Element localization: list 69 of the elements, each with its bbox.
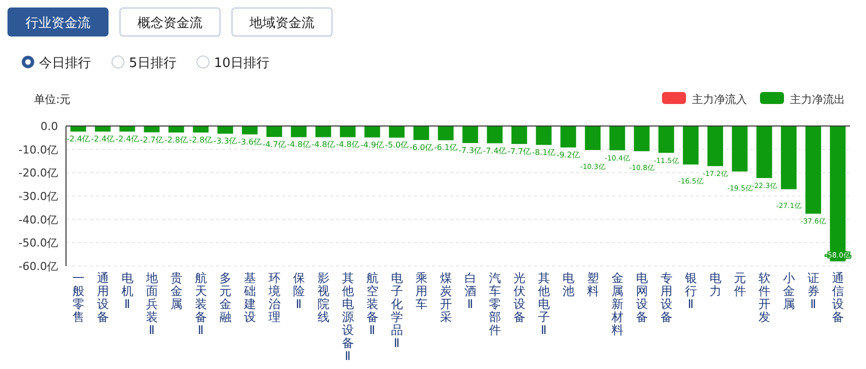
data-label: -6.1亿 <box>434 143 458 152</box>
x-tick-label: 航天装备Ⅱ <box>194 271 207 337</box>
x-tick-label: 影视院线 <box>317 271 330 324</box>
x-tick-label: 通信设备 <box>832 271 844 324</box>
x-tick-label: 银行Ⅱ <box>684 271 697 311</box>
x-tick-label: 多元金融 <box>219 271 232 324</box>
legend-label: 主力净流出 <box>790 93 845 106</box>
x-tick-label: 环境治理 <box>267 271 280 324</box>
x-tick-label: 电池 <box>562 271 574 298</box>
text: 10日排行 <box>214 56 270 71</box>
data-label: -4.9亿 <box>360 140 384 150</box>
data-label: -3.3亿 <box>213 136 238 146</box>
x-tick-label: 电力 <box>709 271 722 298</box>
x-tick-label: 电子化学品Ⅱ <box>390 271 403 350</box>
data-label: -2.4亿 <box>115 134 140 144</box>
y-tick-label: -40.0亿 <box>18 213 58 226</box>
data-label: -4.7亿 <box>262 140 286 149</box>
data-label: -4.8亿 <box>311 140 336 150</box>
data-label: -2.8亿 <box>188 136 213 145</box>
y-tick-label: -50.0亿 <box>18 236 58 250</box>
x-tick-label: 白酒Ⅱ <box>464 271 476 311</box>
data-label: -4.8亿 <box>336 140 360 150</box>
x-tick-label: 小金属 <box>782 271 795 311</box>
text: 概念资金流 <box>138 15 202 31</box>
y-tick-label: -30.0亿 <box>18 190 58 203</box>
x-tick-label: 其他电源设备Ⅱ <box>342 271 354 363</box>
y-tick-label: 0.0 <box>40 120 58 133</box>
x-tick-label: 一般零售 <box>72 271 84 324</box>
x-tick-label: 贵金属 <box>170 271 182 311</box>
x-tick-label: 其他电子Ⅱ <box>538 271 550 337</box>
x-tick-label: 乘用车 <box>415 271 428 311</box>
data-label: -7.4亿 <box>482 146 507 156</box>
x-tick-label: 金属新材料 <box>610 271 624 337</box>
legend-label: 主力净流入 <box>692 93 747 106</box>
data-label: -2.8亿 <box>164 136 188 145</box>
data-label: -6.0亿 <box>409 143 434 152</box>
data-label: -4.8亿 <box>286 140 311 150</box>
data-label: -9.2亿 <box>556 150 580 160</box>
y-tick-label: -10.0亿 <box>18 143 58 156</box>
y-axis-title: 单位:元 <box>34 93 71 106</box>
data-label: -2.4亿 <box>90 134 115 144</box>
x-tick-label: 元件 <box>734 271 746 298</box>
y-tick-label: -20.0亿 <box>18 166 58 180</box>
text: 行业资金流 <box>26 15 90 31</box>
text: 5日排行 <box>129 56 176 71</box>
y-tick-label: -60.0亿 <box>18 260 58 273</box>
x-tick-label: 基础建设 <box>242 271 256 324</box>
x-tick-label: 光伏设备 <box>513 271 526 324</box>
x-tick-label: 汽车零部件 <box>488 271 501 337</box>
x-tick-label: 证券Ⅱ <box>807 271 820 311</box>
data-label: -3.6亿 <box>238 137 262 146</box>
data-label: -7.3亿 <box>458 146 482 156</box>
x-tick-label: 煤炭开采 <box>440 271 452 324</box>
data-label: -2.7亿 <box>140 135 164 144</box>
x-tick-label: 通用设备 <box>96 271 109 324</box>
x-tick-label: 塑料 <box>586 271 599 298</box>
x-tick-label: 地面兵装Ⅱ <box>144 271 158 337</box>
data-label: -2.4亿 <box>66 134 90 144</box>
text: 今日排行 <box>39 56 91 71</box>
data-label: -8.1亿 <box>532 148 556 157</box>
x-tick-label: 电网设备 <box>636 271 648 324</box>
text: 地域资金流 <box>248 15 314 31</box>
data-label: -5.0亿 <box>384 140 409 150</box>
x-tick-label: 保险Ⅱ <box>292 271 305 311</box>
data-label: -7.7亿 <box>507 146 532 156</box>
x-tick-label: 专用设备 <box>660 271 672 324</box>
x-tick-label: 电机Ⅱ <box>121 271 134 311</box>
x-tick-label: 软件开发 <box>758 271 770 324</box>
x-tick-label: 航空装备Ⅱ <box>366 271 378 337</box>
